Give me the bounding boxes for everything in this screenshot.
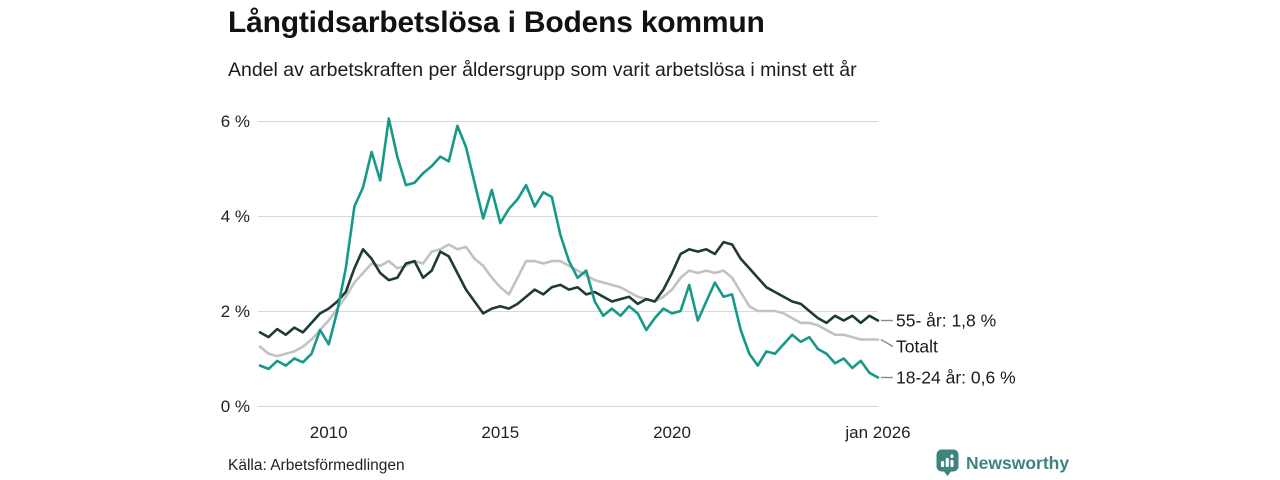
label-connector bbox=[880, 338, 894, 348]
y-axis-tick-label: 6 % bbox=[221, 112, 250, 131]
chart-subtitle: Andel av arbetskraften per åldersgrupp s… bbox=[228, 59, 857, 81]
series-line-55-r bbox=[258, 240, 880, 339]
brand-footer: Newsworthy bbox=[936, 449, 1069, 477]
page-title: Långtidsarbetslösa i Bodens kommun bbox=[228, 6, 765, 39]
source-note: Källa: Arbetsförmedlingen bbox=[228, 457, 405, 474]
y-axis-tick-label: 2 % bbox=[221, 302, 250, 321]
x-axis-tick-label: 2020 bbox=[653, 423, 691, 442]
brand-name: Newsworthy bbox=[966, 452, 1070, 473]
x-axis-tick-label: 2010 bbox=[310, 423, 348, 442]
newsworthy-logo-icon bbox=[936, 449, 959, 476]
series-end-label: Totalt bbox=[896, 337, 938, 357]
x-axis-tick-label: 2015 bbox=[481, 423, 519, 442]
series-line-18-24-r bbox=[258, 117, 880, 379]
x-axis-tick-label: jan 2026 bbox=[844, 423, 910, 442]
series-end-label: 55- år: 1,8 % bbox=[896, 311, 996, 331]
series-end-label: 18-24 år: 0,6 % bbox=[896, 368, 1016, 388]
y-axis-tick-label: 4 % bbox=[221, 207, 250, 226]
y-axis-tick-label: 0 % bbox=[221, 397, 250, 416]
series-line-totalt bbox=[258, 243, 880, 358]
